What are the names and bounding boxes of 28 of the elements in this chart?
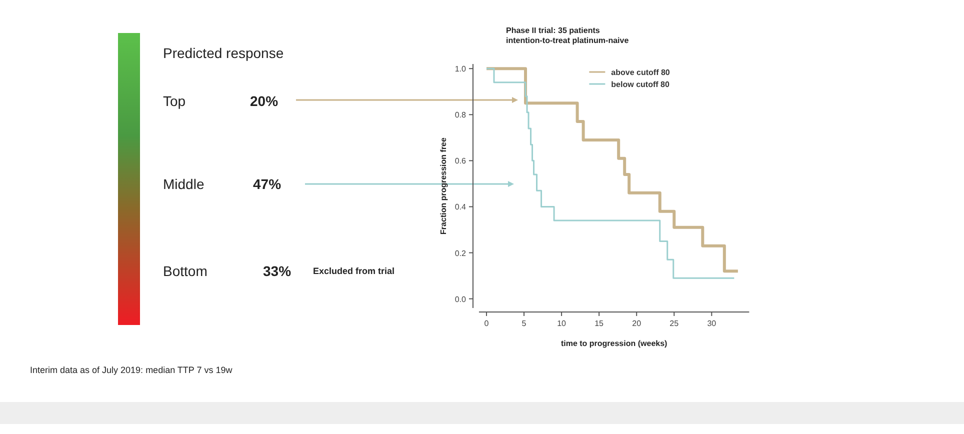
chart-title: Phase II trial: 35 patients xyxy=(506,26,600,35)
y-tick-label: 0.2 xyxy=(454,248,467,258)
x-tick-label: 5 xyxy=(522,319,527,328)
y-tick-label: 1.0 xyxy=(454,64,467,74)
text: Excluded from trial xyxy=(313,266,395,276)
y-tick-label: 0.8 xyxy=(454,110,467,120)
x-tick-label: 15 xyxy=(594,319,604,328)
text: Middle xyxy=(163,176,204,192)
text: Predicted response xyxy=(163,45,284,61)
text: 47% xyxy=(253,176,282,192)
y-tick-label: 0.0 xyxy=(454,294,467,304)
x-axis-title: time to progression (weeks) xyxy=(560,339,668,348)
text: Interim data as of July 2019: median TTP 7 vs 19w xyxy=(30,365,233,375)
chart-subtitle: intention-to-treat platinum-naive xyxy=(506,36,630,45)
x-tick-label: 25 xyxy=(670,319,680,328)
text: 33% xyxy=(263,263,292,279)
x-tick-label: 10 xyxy=(557,319,567,328)
x-tick-label: 30 xyxy=(707,319,717,328)
legend-label: above cutoff 80 xyxy=(611,68,670,77)
text: Top xyxy=(163,93,186,109)
x-tick-label: 0 xyxy=(484,319,490,328)
y-axis-title: Fraction progression free xyxy=(438,137,448,234)
text: Bottom xyxy=(163,263,208,279)
legend-label: below cutoff 80 xyxy=(611,80,670,89)
y-tick-label: 0.6 xyxy=(454,156,467,166)
x-tick-label: 20 xyxy=(632,319,642,328)
text: 20% xyxy=(250,93,279,109)
y-tick-label: 0.4 xyxy=(454,202,467,212)
